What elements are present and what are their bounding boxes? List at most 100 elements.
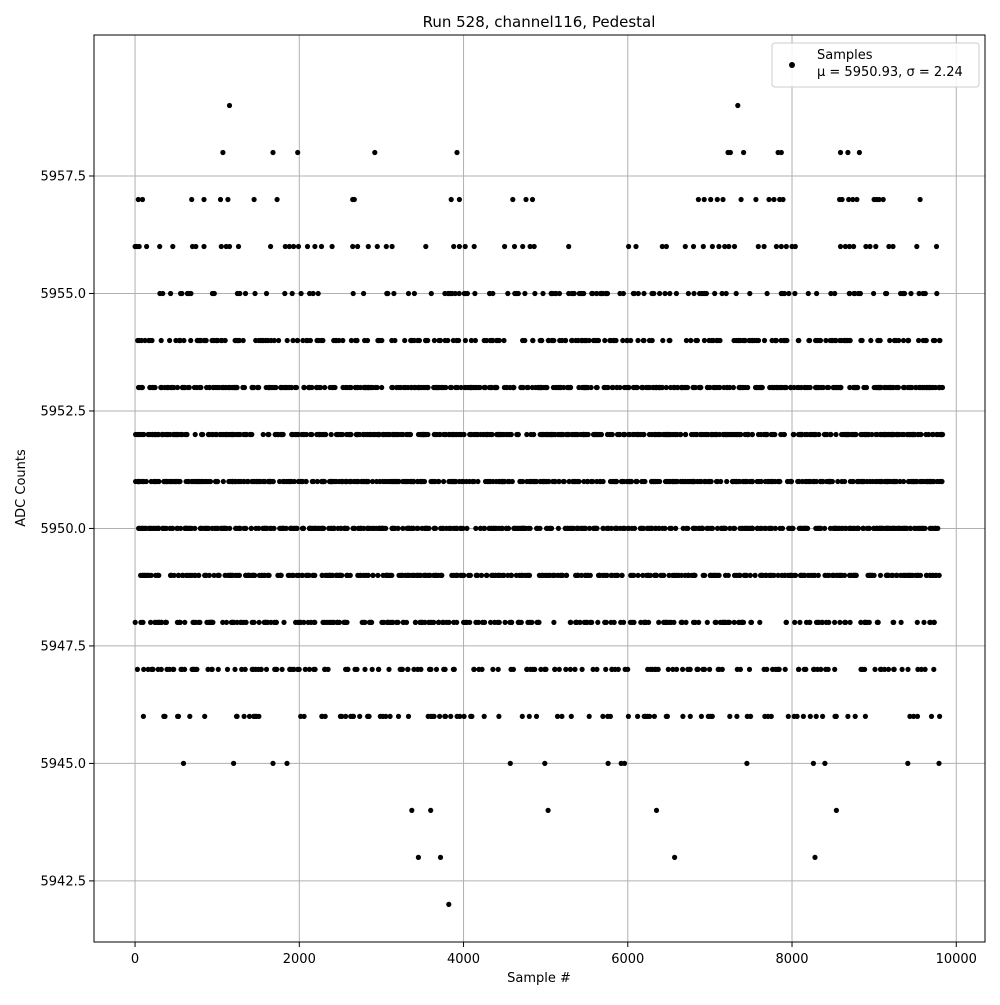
data-point bbox=[771, 384, 777, 391]
data-point bbox=[915, 572, 921, 579]
data-point bbox=[673, 525, 679, 532]
data-point bbox=[456, 290, 462, 297]
data-point bbox=[891, 666, 897, 673]
data-point bbox=[567, 619, 573, 626]
data-point bbox=[610, 384, 616, 391]
data-point bbox=[897, 525, 903, 532]
data-point bbox=[300, 337, 306, 344]
data-point bbox=[586, 713, 592, 720]
data-point bbox=[343, 478, 349, 485]
data-point bbox=[620, 337, 626, 344]
data-point bbox=[738, 196, 744, 203]
data-point bbox=[555, 525, 562, 532]
data-point bbox=[245, 478, 251, 485]
data-point bbox=[877, 572, 884, 579]
data-point bbox=[631, 572, 637, 579]
data-point bbox=[599, 290, 605, 297]
data-point bbox=[738, 337, 744, 344]
data-point bbox=[227, 525, 233, 532]
data-point bbox=[289, 431, 295, 438]
data-point bbox=[694, 666, 700, 673]
data-point bbox=[187, 713, 193, 720]
data-point bbox=[749, 431, 755, 438]
data-point bbox=[542, 760, 548, 767]
data-point bbox=[690, 431, 697, 438]
data-point bbox=[561, 384, 567, 391]
data-point bbox=[481, 713, 487, 720]
data-point bbox=[132, 619, 138, 626]
data-point bbox=[679, 619, 685, 626]
data-point bbox=[659, 243, 665, 250]
data-point bbox=[135, 478, 141, 485]
data-point bbox=[553, 384, 559, 391]
data-point bbox=[410, 525, 416, 532]
data-point bbox=[590, 431, 597, 438]
data-point bbox=[170, 243, 176, 250]
data-point bbox=[660, 337, 666, 344]
data-point bbox=[314, 337, 320, 344]
data-point bbox=[232, 666, 238, 673]
data-point bbox=[833, 337, 839, 344]
data-point bbox=[653, 478, 659, 485]
data-point bbox=[447, 384, 453, 391]
data-point bbox=[185, 572, 191, 579]
data-point bbox=[900, 337, 907, 344]
data-point bbox=[213, 478, 219, 485]
data-point bbox=[764, 290, 770, 297]
data-point bbox=[320, 619, 326, 626]
data-point bbox=[456, 337, 462, 344]
data-point bbox=[845, 713, 851, 720]
data-point bbox=[389, 572, 395, 579]
data-point bbox=[451, 525, 457, 532]
data-point bbox=[566, 384, 572, 391]
data-point bbox=[192, 431, 198, 438]
data-point bbox=[376, 431, 382, 438]
data-point bbox=[456, 478, 462, 485]
data-point bbox=[914, 243, 920, 250]
data-point bbox=[896, 337, 902, 344]
data-point bbox=[301, 713, 307, 720]
data-point bbox=[178, 525, 184, 532]
data-point bbox=[579, 337, 586, 344]
data-point bbox=[529, 196, 536, 203]
data-point bbox=[579, 666, 585, 673]
data-point bbox=[405, 525, 411, 532]
data-point bbox=[242, 290, 249, 297]
data-point bbox=[261, 478, 267, 485]
data-point bbox=[722, 243, 728, 250]
data-point bbox=[742, 572, 748, 579]
data-point bbox=[390, 478, 396, 485]
data-point bbox=[919, 384, 926, 391]
data-point bbox=[260, 431, 266, 438]
data-point bbox=[396, 478, 402, 485]
data-point bbox=[269, 478, 275, 485]
data-point bbox=[827, 525, 834, 532]
data-point bbox=[522, 290, 528, 297]
data-point bbox=[808, 572, 814, 579]
data-point bbox=[703, 290, 710, 297]
data-point bbox=[239, 619, 245, 626]
data-point bbox=[520, 384, 526, 391]
data-point bbox=[357, 431, 363, 438]
data-point bbox=[160, 431, 166, 438]
data-point bbox=[469, 384, 475, 391]
data-point bbox=[827, 431, 834, 438]
data-point bbox=[348, 478, 354, 485]
data-point bbox=[374, 243, 380, 250]
data-point bbox=[236, 572, 242, 579]
data-point bbox=[839, 196, 845, 203]
data-point bbox=[343, 666, 349, 673]
data-point bbox=[315, 290, 321, 297]
data-point bbox=[144, 243, 150, 250]
data-point bbox=[822, 525, 828, 532]
data-point bbox=[298, 290, 304, 297]
data-point bbox=[329, 243, 335, 250]
data-point bbox=[694, 478, 700, 485]
data-point bbox=[527, 478, 533, 485]
data-point bbox=[429, 713, 435, 720]
data-point bbox=[901, 431, 907, 438]
data-point bbox=[609, 431, 615, 438]
data-point bbox=[243, 525, 249, 532]
data-point bbox=[338, 525, 344, 532]
